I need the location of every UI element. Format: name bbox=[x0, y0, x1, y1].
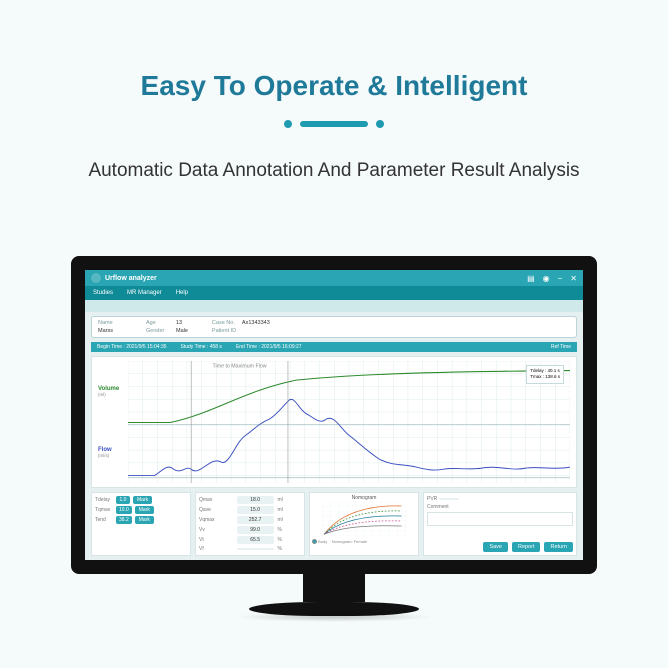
detail-label-1: Qave bbox=[199, 507, 233, 513]
patient-info-card: Name Marss Age 13 Gender Male Case No. Ax13… bbox=[91, 316, 577, 338]
patient-age-value: 13 bbox=[176, 320, 182, 326]
metric-value-0: 1.0 bbox=[116, 496, 130, 504]
monitor-shadow bbox=[234, 612, 434, 622]
save-button[interactable]: Save bbox=[483, 542, 508, 552]
page-band bbox=[85, 300, 583, 312]
metric-value-1: 10.0 bbox=[116, 506, 132, 514]
menu-help[interactable]: Help bbox=[176, 290, 188, 296]
actions-panel: PVR Comment Save ReportReturn bbox=[423, 492, 577, 556]
metric-label-2: Tend bbox=[95, 517, 113, 523]
nomogram-panel: Nomogram Body Nomogram: Female bbox=[309, 492, 419, 556]
patient-caseno-value: Ax1343343 bbox=[242, 320, 270, 326]
pvr-value[interactable] bbox=[439, 498, 459, 500]
minimize-icon[interactable]: − bbox=[558, 274, 563, 283]
comment-input[interactable] bbox=[427, 512, 573, 526]
nomogram-note: Nomogram: Female bbox=[332, 539, 367, 544]
monitor: Urflow analyzer ▤ ◉ − ✕ Studies MR Manag… bbox=[71, 256, 597, 622]
mark-button-0[interactable]: Mark bbox=[133, 496, 152, 504]
detail-label-2: Vqmax bbox=[199, 517, 233, 523]
monitor-bezel: Urflow analyzer ▤ ◉ − ✕ Studies MR Manag… bbox=[71, 256, 597, 574]
detail-unit-1: ml bbox=[278, 507, 302, 513]
detail-value-1: 15.0 bbox=[237, 506, 274, 514]
detail-unit-0: ml bbox=[278, 497, 302, 503]
chart-y2-unit: (ml/s) bbox=[98, 453, 109, 458]
detail-extra-unit-2: % bbox=[278, 546, 302, 552]
patient-caseno-label: Case No. bbox=[212, 320, 236, 326]
patient-age-label: Age bbox=[146, 320, 170, 326]
metric-label-0: Tdelay bbox=[95, 497, 113, 503]
study-time-value: 458 s bbox=[210, 344, 222, 350]
close-icon[interactable]: ✕ bbox=[570, 274, 577, 283]
results-grid: Qmax 18.0 ml Qave 15.0 ml Vqmax 252.7 ml Vv… bbox=[195, 492, 305, 556]
detail-extra-label-2: Vf bbox=[199, 546, 233, 552]
mark-button-1[interactable]: Mark bbox=[135, 506, 154, 514]
nomogram-radio-label[interactable]: Body bbox=[318, 539, 327, 544]
return-button[interactable]: Return bbox=[544, 542, 573, 552]
app-menubar: Studies MR Manager Help bbox=[85, 286, 583, 300]
flow-volume-chart: Volume(ml) Flow(ml/s) Time to Maximum Fl… bbox=[91, 356, 577, 488]
app-titlebar: Urflow analyzer ▤ ◉ − ✕ bbox=[85, 270, 583, 286]
detail-extra-unit-1: % bbox=[278, 537, 302, 543]
study-time-label: Study Time : bbox=[181, 344, 209, 350]
detail-value-2: 252.7 bbox=[237, 516, 274, 524]
detail-label-0: Qmax bbox=[199, 497, 233, 503]
chart-top-label: Time to Maximum Flow bbox=[213, 363, 267, 369]
detail-extra-unit-0: % bbox=[278, 527, 302, 533]
doc-icon[interactable]: ▤ bbox=[527, 274, 535, 283]
detail-extra-value-1: 65.5 bbox=[237, 536, 274, 544]
patient-gender-value: Male bbox=[176, 328, 188, 334]
app-logo-icon bbox=[91, 273, 101, 283]
ref-time-label: Ref Time bbox=[551, 344, 571, 350]
time-summary-bar: Begin Time : 2021/9/5 15:04:35 Study Tim… bbox=[91, 342, 577, 352]
detail-extra-label-0: Vv bbox=[199, 527, 233, 533]
tooltip-tmax: Tmax : 138.6 s bbox=[530, 374, 560, 380]
patient-name-label: Name bbox=[98, 320, 122, 326]
hero-subtitle: Automatic Data Annotation And Parameter … bbox=[0, 160, 668, 182]
detail-value-0: 18.0 bbox=[237, 496, 274, 504]
detail-extra-value-0: 99.0 bbox=[237, 526, 274, 534]
patient-gender-label: Gender bbox=[146, 328, 170, 334]
menu-mr-manager[interactable]: MR Manager bbox=[127, 290, 162, 296]
report-button[interactable]: Report bbox=[512, 542, 541, 552]
hero-divider bbox=[0, 120, 668, 128]
comment-label: Comment bbox=[427, 504, 573, 510]
hero-title: Easy To Operate & Intelligent bbox=[0, 0, 668, 102]
detail-unit-2: ml bbox=[278, 517, 302, 523]
monitor-stand-neck bbox=[303, 574, 365, 602]
user-icon[interactable]: ◉ bbox=[543, 274, 550, 283]
end-time-label: End Time : bbox=[236, 344, 260, 350]
chart-svg: Time to Maximum Flow bbox=[128, 361, 570, 483]
detail-extra-label-1: Vt bbox=[199, 537, 233, 543]
app-title: Urflow analyzer bbox=[105, 275, 157, 282]
metric-label-1: Tqmax bbox=[95, 507, 113, 513]
end-time-value: 2021/9/5 16:09:27 bbox=[261, 344, 301, 350]
mark-metrics-panel: Tdelay 1.0 MarkTqmax 10.0 MarkTend 38.2 … bbox=[91, 492, 191, 556]
app-window: Urflow analyzer ▤ ◉ − ✕ Studies MR Manag… bbox=[85, 270, 583, 560]
menu-studies[interactable]: Studies bbox=[93, 290, 113, 296]
detail-extra-value-2 bbox=[237, 548, 274, 550]
chart-tooltip: Tdelay : 40.1 s Tmax : 138.6 s bbox=[526, 365, 564, 384]
nomogram-chart bbox=[312, 501, 416, 536]
chart-y1-unit: (ml) bbox=[98, 392, 106, 397]
begin-time-label: Begin Time : bbox=[97, 344, 125, 350]
begin-time-value: 2021/9/5 15:04:35 bbox=[126, 344, 166, 350]
patient-name-value: Marss bbox=[98, 328, 113, 334]
metric-value-2: 38.2 bbox=[116, 516, 132, 524]
pvr-label: PVR bbox=[427, 496, 437, 502]
mark-button-2[interactable]: Mark bbox=[135, 516, 154, 524]
patient-id-label: Patient ID bbox=[212, 328, 236, 334]
